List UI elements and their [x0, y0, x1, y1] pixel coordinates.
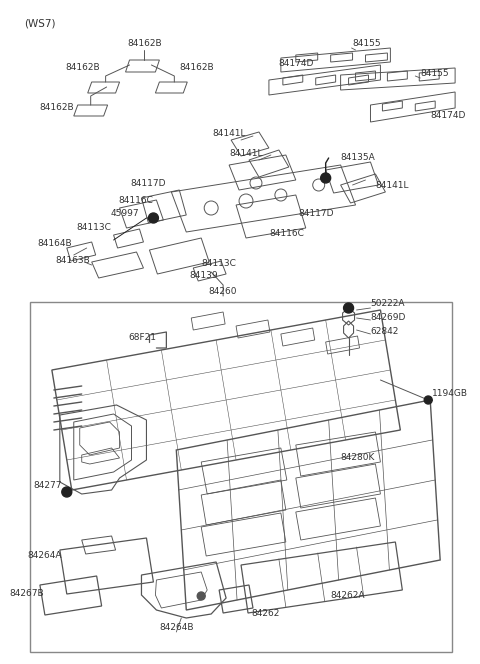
Text: 84139: 84139	[189, 271, 218, 280]
Circle shape	[148, 213, 158, 223]
Text: 84267B: 84267B	[9, 589, 44, 598]
Text: 84113C: 84113C	[77, 223, 111, 232]
Text: 84262: 84262	[251, 609, 279, 618]
Text: 84155: 84155	[420, 69, 449, 78]
Text: 84155: 84155	[352, 39, 381, 48]
Circle shape	[344, 303, 354, 313]
Text: 84162B: 84162B	[127, 39, 162, 48]
Text: 84264A: 84264A	[27, 551, 62, 560]
Text: 84162B: 84162B	[65, 63, 100, 72]
Bar	[30, 302, 452, 652]
Text: 84163B: 84163B	[55, 256, 90, 265]
Text: 84117D: 84117D	[131, 179, 167, 188]
Text: 84260: 84260	[209, 287, 238, 296]
Text: 1194GB: 1194GB	[432, 389, 468, 398]
Text: 84174D: 84174D	[279, 59, 314, 68]
Text: 84141L: 84141L	[229, 149, 263, 158]
Text: 84262A: 84262A	[331, 591, 365, 600]
Text: (WS7): (WS7)	[24, 18, 56, 28]
Text: 45997: 45997	[111, 209, 140, 218]
Circle shape	[197, 592, 205, 600]
Text: 84269D: 84269D	[371, 313, 406, 322]
Text: 50222A: 50222A	[371, 299, 405, 308]
Text: 84264B: 84264B	[159, 623, 193, 632]
Text: 84162B: 84162B	[39, 103, 74, 112]
Text: 84277: 84277	[33, 481, 62, 490]
Text: 62842: 62842	[371, 327, 399, 336]
Text: 84113C: 84113C	[201, 259, 236, 268]
Text: 84116C: 84116C	[269, 229, 304, 238]
Text: 84135A: 84135A	[341, 153, 375, 162]
Text: 84141L: 84141L	[375, 181, 409, 190]
Text: 84116C: 84116C	[119, 196, 154, 205]
Text: 84162B: 84162B	[180, 63, 214, 72]
Circle shape	[424, 396, 432, 404]
Text: 84117D: 84117D	[299, 209, 334, 218]
Text: 84141L: 84141L	[213, 129, 246, 138]
Circle shape	[321, 173, 331, 183]
Text: 84164B: 84164B	[37, 239, 72, 248]
Text: 84280K: 84280K	[341, 453, 375, 462]
Circle shape	[62, 487, 72, 497]
Text: 84174D: 84174D	[430, 111, 466, 120]
Text: 68F21: 68F21	[129, 333, 156, 342]
